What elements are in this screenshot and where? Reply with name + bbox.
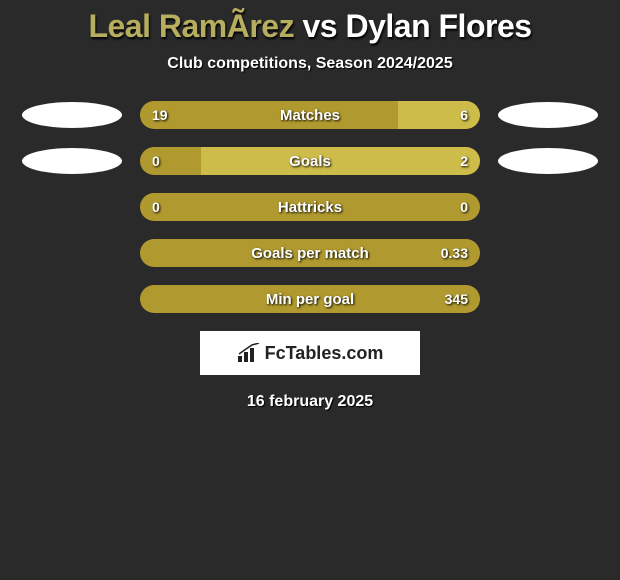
stat-label: Hattricks <box>140 193 480 221</box>
ellipse-left <box>22 102 122 128</box>
player2-name: Dylan Flores <box>345 8 531 44</box>
page-title: Leal RamÃ­rez vs Dylan Flores <box>0 8 620 45</box>
stat-label: Goals <box>140 147 480 175</box>
stat-value-right: 2 <box>460 147 468 175</box>
stat-row: Matches19 6 <box>0 101 620 129</box>
stat-bar: Min per goal345 <box>140 285 480 313</box>
stat-row: Min per goal345 <box>0 285 620 313</box>
stat-label: Min per goal <box>140 285 480 313</box>
stat-value-right: 345 <box>445 285 468 313</box>
subtitle: Club competitions, Season 2024/2025 <box>0 55 620 73</box>
stat-row: Hattricks0 0 <box>0 193 620 221</box>
stat-bar: Hattricks0 0 <box>140 193 480 221</box>
ellipse-right <box>498 148 598 174</box>
stat-bar: Goals0 2 <box>140 147 480 175</box>
stat-value-left: 0 <box>152 147 160 175</box>
stat-bar: Goals per match0.33 <box>140 239 480 267</box>
stat-label: Matches <box>140 101 480 129</box>
stat-row: Goals per match0.33 <box>0 239 620 267</box>
stat-label: Goals per match <box>140 239 480 267</box>
ellipse-left <box>22 148 122 174</box>
chart-icon <box>237 343 261 363</box>
stat-value-right: 6 <box>460 101 468 129</box>
brand-text: FcTables.com <box>265 343 384 364</box>
stat-value-left: 19 <box>152 101 168 129</box>
stat-value-left: 0 <box>152 193 160 221</box>
player1-name: Leal RamÃ­rez <box>88 8 294 44</box>
stat-bar: Matches19 6 <box>140 101 480 129</box>
date-label: 16 february 2025 <box>0 393 620 411</box>
comparison-widget: Leal RamÃ­rez vs Dylan Flores Club compe… <box>0 0 620 411</box>
brand-box: FcTables.com <box>200 331 420 375</box>
stat-value-right: 0 <box>460 193 468 221</box>
ellipse-right <box>498 102 598 128</box>
stat-row: Goals0 2 <box>0 147 620 175</box>
vs-label: vs <box>302 8 337 44</box>
stat-value-right: 0.33 <box>441 239 468 267</box>
stat-rows: Matches196Goals02Hattricks00Goals per ma… <box>0 101 620 313</box>
